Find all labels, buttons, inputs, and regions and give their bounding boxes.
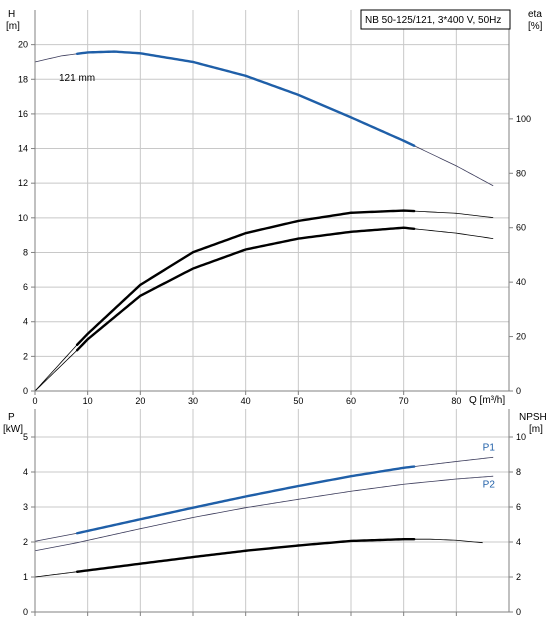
series-line-duty xyxy=(75,50,416,147)
y-right-tick-label: 60 xyxy=(516,223,526,233)
x-tick-label: 60 xyxy=(346,396,356,406)
y-right-tick-label: 4 xyxy=(516,537,521,547)
top-y-right-label-1: eta xyxy=(528,9,542,20)
series-line-duty xyxy=(75,538,416,573)
series-label-p2: P2 xyxy=(483,479,496,490)
impeller-annotation: 121 mm xyxy=(59,73,95,84)
x-tick-label: 70 xyxy=(399,396,409,406)
bottom-y-right-label-1: NPSH xyxy=(519,412,547,423)
axes-layer: 0 10 20 30 40 50 60 70 8002468101214161820020406… xyxy=(18,10,531,617)
y-left-tick-label: 2 xyxy=(23,537,28,547)
grid-layer xyxy=(34,10,509,613)
y-left-tick-label: 0 xyxy=(23,607,28,617)
y-right-tick-label: 6 xyxy=(516,502,521,512)
bottom-y-right-label-2: [m] xyxy=(529,424,543,435)
y-left-tick-label: 1 xyxy=(23,572,28,582)
y-right-tick-label: 100 xyxy=(516,114,531,124)
series-line-thin xyxy=(34,210,494,392)
y-left-tick-label: 20 xyxy=(18,40,28,50)
y-right-tick-label: 8 xyxy=(516,467,521,477)
y-left-tick-label: 4 xyxy=(23,467,28,477)
x-tick-label: 80 xyxy=(451,396,461,406)
y-right-tick-label: 0 xyxy=(516,607,521,617)
y-left-tick-label: 18 xyxy=(18,74,28,84)
curves-layer xyxy=(34,50,494,578)
y-left-tick-label: 10 xyxy=(18,213,28,223)
y-right-tick-label: 10 xyxy=(516,432,526,442)
y-left-tick-label: 6 xyxy=(23,282,28,292)
series-line-duty xyxy=(75,465,416,535)
series-line-thin xyxy=(34,456,494,542)
bottom-y-left-label-2: [kW] xyxy=(3,424,23,435)
top-y-left-label-1: H xyxy=(8,9,15,20)
x-tick-label: 40 xyxy=(241,396,251,406)
series-label-p1: P1 xyxy=(483,442,496,453)
x-tick-label: 30 xyxy=(188,396,198,406)
top-x-label: Q [m³/h] xyxy=(469,395,505,406)
y-left-tick-label: 0 xyxy=(23,386,28,396)
y-left-tick-label: 16 xyxy=(18,109,28,119)
y-right-tick-label: 0 xyxy=(516,386,521,396)
series-line-thin xyxy=(34,538,483,578)
y-left-tick-label: 12 xyxy=(18,178,28,188)
y-left-tick-label: 5 xyxy=(23,432,28,442)
top-y-left-label-2: [m] xyxy=(6,21,20,32)
series-line-duty xyxy=(75,209,416,346)
y-left-tick-label: 2 xyxy=(23,351,28,361)
x-tick-label: 10 xyxy=(83,396,93,406)
title-box xyxy=(360,9,511,30)
x-tick-label: 50 xyxy=(293,396,303,406)
bottom-y-left-label-1: P xyxy=(8,412,15,423)
y-left-tick-label: 3 xyxy=(23,502,28,512)
y-right-tick-label: 80 xyxy=(516,168,526,178)
y-right-tick-label: 2 xyxy=(516,572,521,582)
y-left-tick-label: 14 xyxy=(18,144,28,154)
chart-title: NB 50-125/121, 3*400 V, 50Hz xyxy=(365,15,501,26)
x-tick-label: 20 xyxy=(135,396,145,406)
y-left-tick-label: 4 xyxy=(23,317,28,327)
y-left-tick-label: 8 xyxy=(23,247,28,257)
top-y-right-label-2: [%] xyxy=(528,21,543,32)
y-right-tick-label: 20 xyxy=(516,332,526,342)
series-line-duty xyxy=(75,226,416,352)
x-tick-label: 0 xyxy=(32,396,37,406)
series-line-thin xyxy=(34,51,494,187)
series-line-thin xyxy=(34,475,494,552)
y-right-tick-label: 40 xyxy=(516,277,526,287)
